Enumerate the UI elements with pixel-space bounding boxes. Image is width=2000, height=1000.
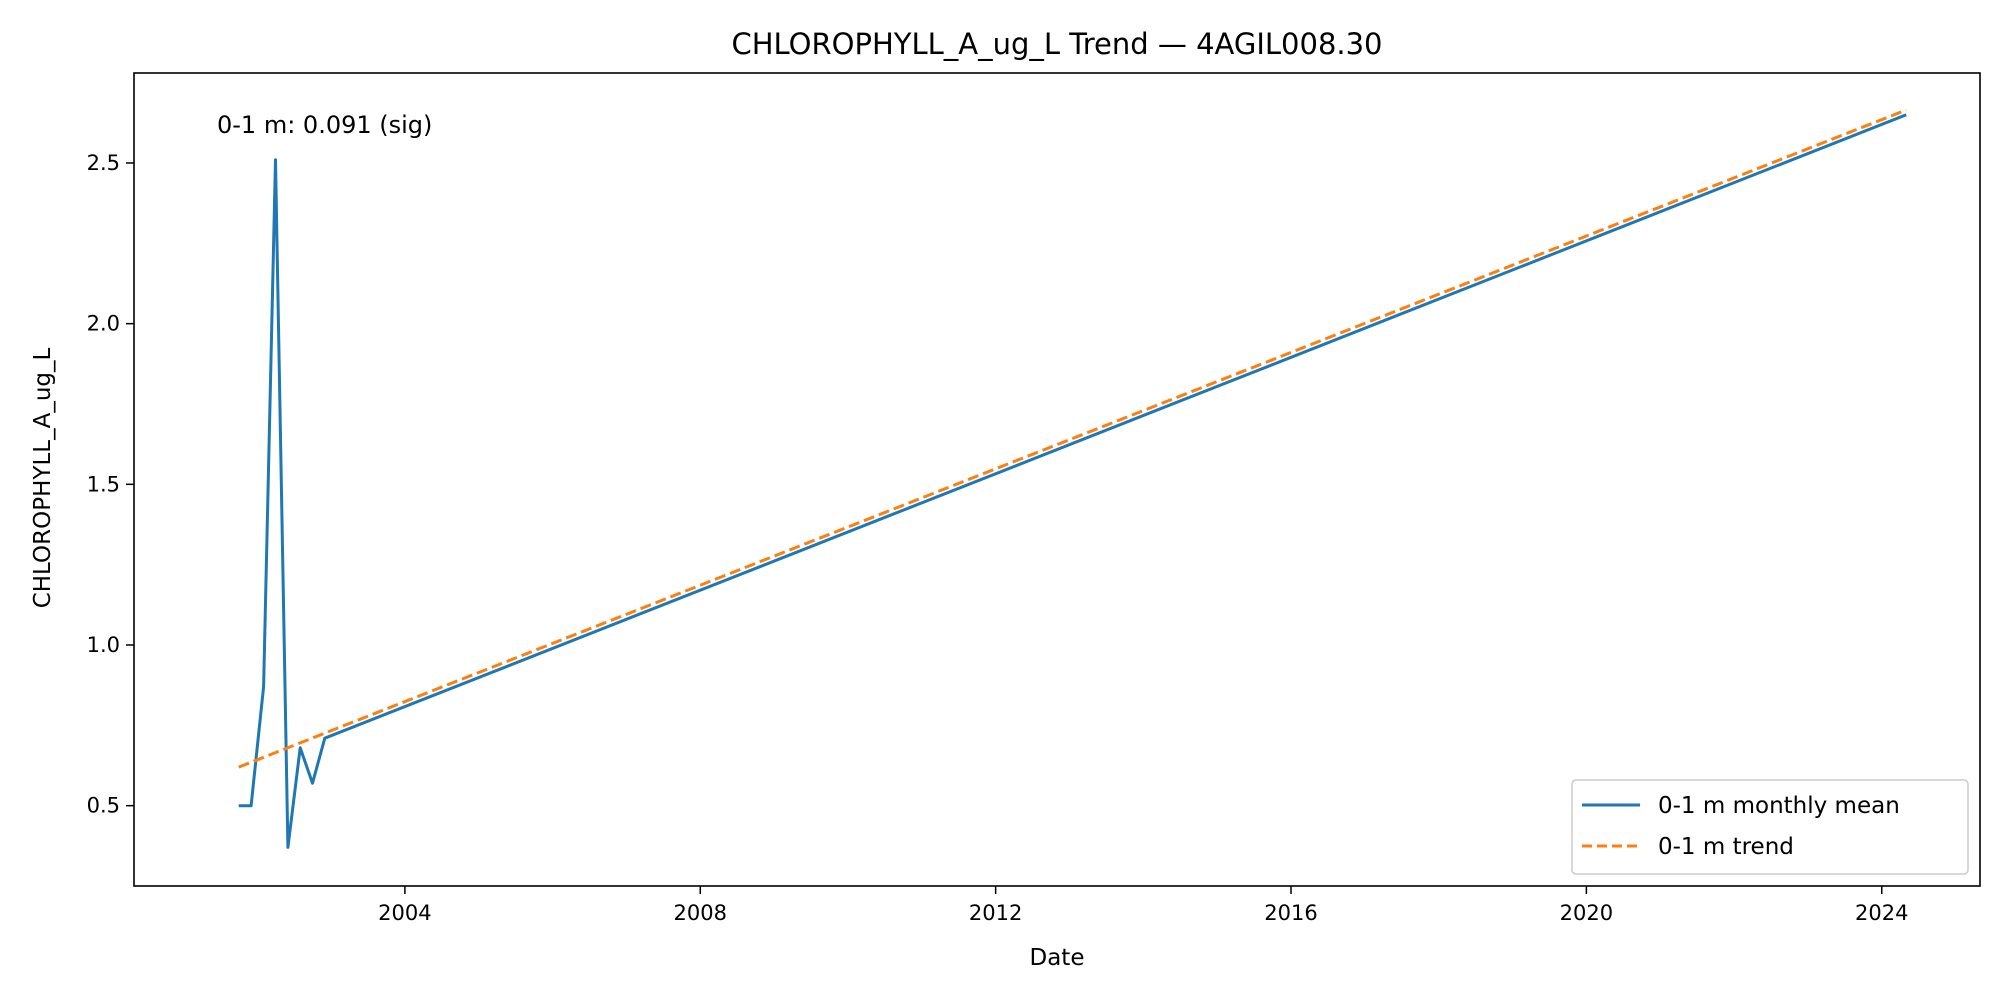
x-tick-label: 2024 <box>1855 901 1908 925</box>
legend-label-monthly-mean: 0-1 m monthly mean <box>1658 793 1900 819</box>
y-axis: 0.5 1.0 1.5 2.0 2.5 <box>87 151 134 818</box>
y-axis-title: CHLOROPHYLL_A_ug_L <box>30 348 56 609</box>
x-tick-label: 2016 <box>1264 901 1317 925</box>
legend-box <box>1571 779 1969 875</box>
x-axis-title: Date <box>1030 945 1085 971</box>
x-tick-label: 2008 <box>674 901 727 925</box>
x-tick-label: 2020 <box>1560 901 1613 925</box>
plot-series <box>238 108 1907 849</box>
y-tick-label: 1.0 <box>87 633 120 657</box>
y-tick-label: 2.0 <box>87 312 120 336</box>
y-tick-label: 0.5 <box>87 794 120 818</box>
x-tick-label: 2012 <box>969 901 1022 925</box>
chart-title: CHLOROPHYLL_A_ug_L Trend — 4AGIL008.30 <box>731 27 1382 61</box>
trend-line <box>238 108 1907 769</box>
plot-frame <box>133 72 1981 887</box>
x-axis: 2004 2008 2012 2016 2020 2024 <box>378 886 1908 925</box>
trend-annotation: 0-1 m: 0.091 (sig) <box>217 111 432 139</box>
legend: 0-1 m monthly mean 0-1 m trend <box>1571 779 1969 875</box>
y-tick-label: 2.5 <box>87 151 120 175</box>
legend-label-trend: 0-1 m trend <box>1658 834 1794 860</box>
x-tick-label: 2004 <box>378 901 431 925</box>
monthly-mean-line <box>238 113 1907 849</box>
y-tick-label: 1.5 <box>87 472 120 496</box>
